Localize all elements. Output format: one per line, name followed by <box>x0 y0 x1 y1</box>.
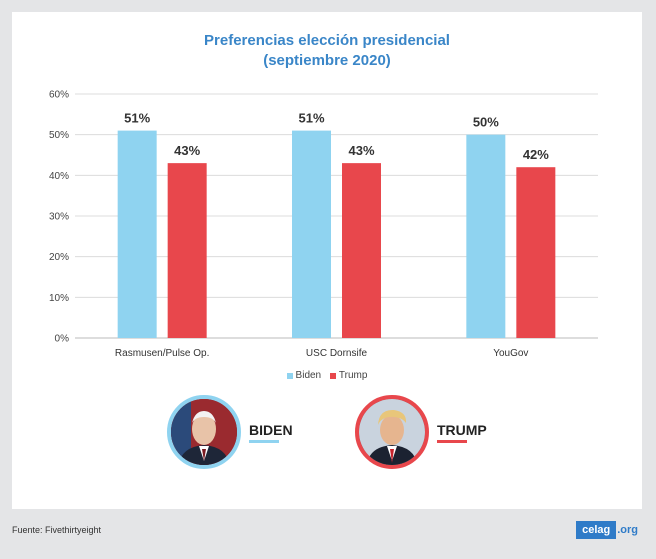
celag-logo: celag .org <box>576 521 638 539</box>
data-label: 51% <box>124 111 150 126</box>
trump-portrait-icon <box>359 399 425 465</box>
bar-biden <box>466 134 506 338</box>
y-tick-label: 60% <box>49 90 69 101</box>
brand-name: celag <box>576 521 617 539</box>
biden-name-label: BIDEN <box>249 421 293 438</box>
source-note: Fuente: Fivethirtyeight <box>12 525 102 535</box>
y-tick-label: 50% <box>49 130 69 141</box>
legend-label-trump: Trump <box>338 370 368 381</box>
data-label: 43% <box>174 143 200 158</box>
chart-title-line2: (septiembre 2020) <box>263 52 391 69</box>
legend-item-trump: Trump <box>329 370 368 381</box>
candidate-name-biden: BIDEN <box>249 422 293 443</box>
biden-underline <box>249 439 279 443</box>
bar-trump <box>342 163 381 338</box>
chart-card: Preferencias elección presidencial (sept… <box>12 12 642 509</box>
bar-biden <box>292 130 331 338</box>
x-category-label: YouGov <box>493 348 528 359</box>
y-tick-label: 30% <box>49 212 69 223</box>
chart-title: Preferencias elección presidencial (sept… <box>12 31 642 71</box>
bar-biden <box>117 130 157 338</box>
legend-label-biden: Biden <box>295 370 322 381</box>
x-category-label: USC Dornsife <box>306 348 368 359</box>
brand-tld: .org <box>617 524 638 536</box>
chart-title-line1: Preferencias elección presidencial <box>204 32 450 49</box>
chart-legend: Biden Trump <box>12 370 642 382</box>
candidate-trump: TRUMP <box>355 395 487 469</box>
bar-trump <box>167 163 207 338</box>
trump-avatar <box>355 395 429 469</box>
y-tick-label: 40% <box>49 171 69 182</box>
y-tick-label: 20% <box>49 252 69 263</box>
y-tick-label: 10% <box>49 293 69 304</box>
candidate-biden: BIDEN <box>167 395 293 469</box>
data-label: 42% <box>523 147 549 162</box>
trump-underline <box>437 439 467 443</box>
trump-name-label: TRUMP <box>437 421 487 438</box>
x-category-label: Rasmusen/Pulse Op. <box>115 348 210 359</box>
legend-item-biden: Biden <box>286 370 322 381</box>
data-label: 51% <box>298 111 324 126</box>
bar-chart: 0% 10% 20% 30% 40% 50% 60% 51% 43% Rasmusen/Pulse… <box>49 90 598 359</box>
legend-swatch-biden <box>286 372 293 379</box>
biden-avatar <box>167 395 241 469</box>
candidate-name-trump: TRUMP <box>437 422 487 443</box>
data-label: 43% <box>348 143 374 158</box>
y-tick-label: 0% <box>55 334 70 345</box>
biden-portrait-icon <box>171 399 237 465</box>
data-label: 50% <box>473 115 499 130</box>
bar-trump <box>516 167 556 338</box>
legend-swatch-trump <box>329 372 336 379</box>
